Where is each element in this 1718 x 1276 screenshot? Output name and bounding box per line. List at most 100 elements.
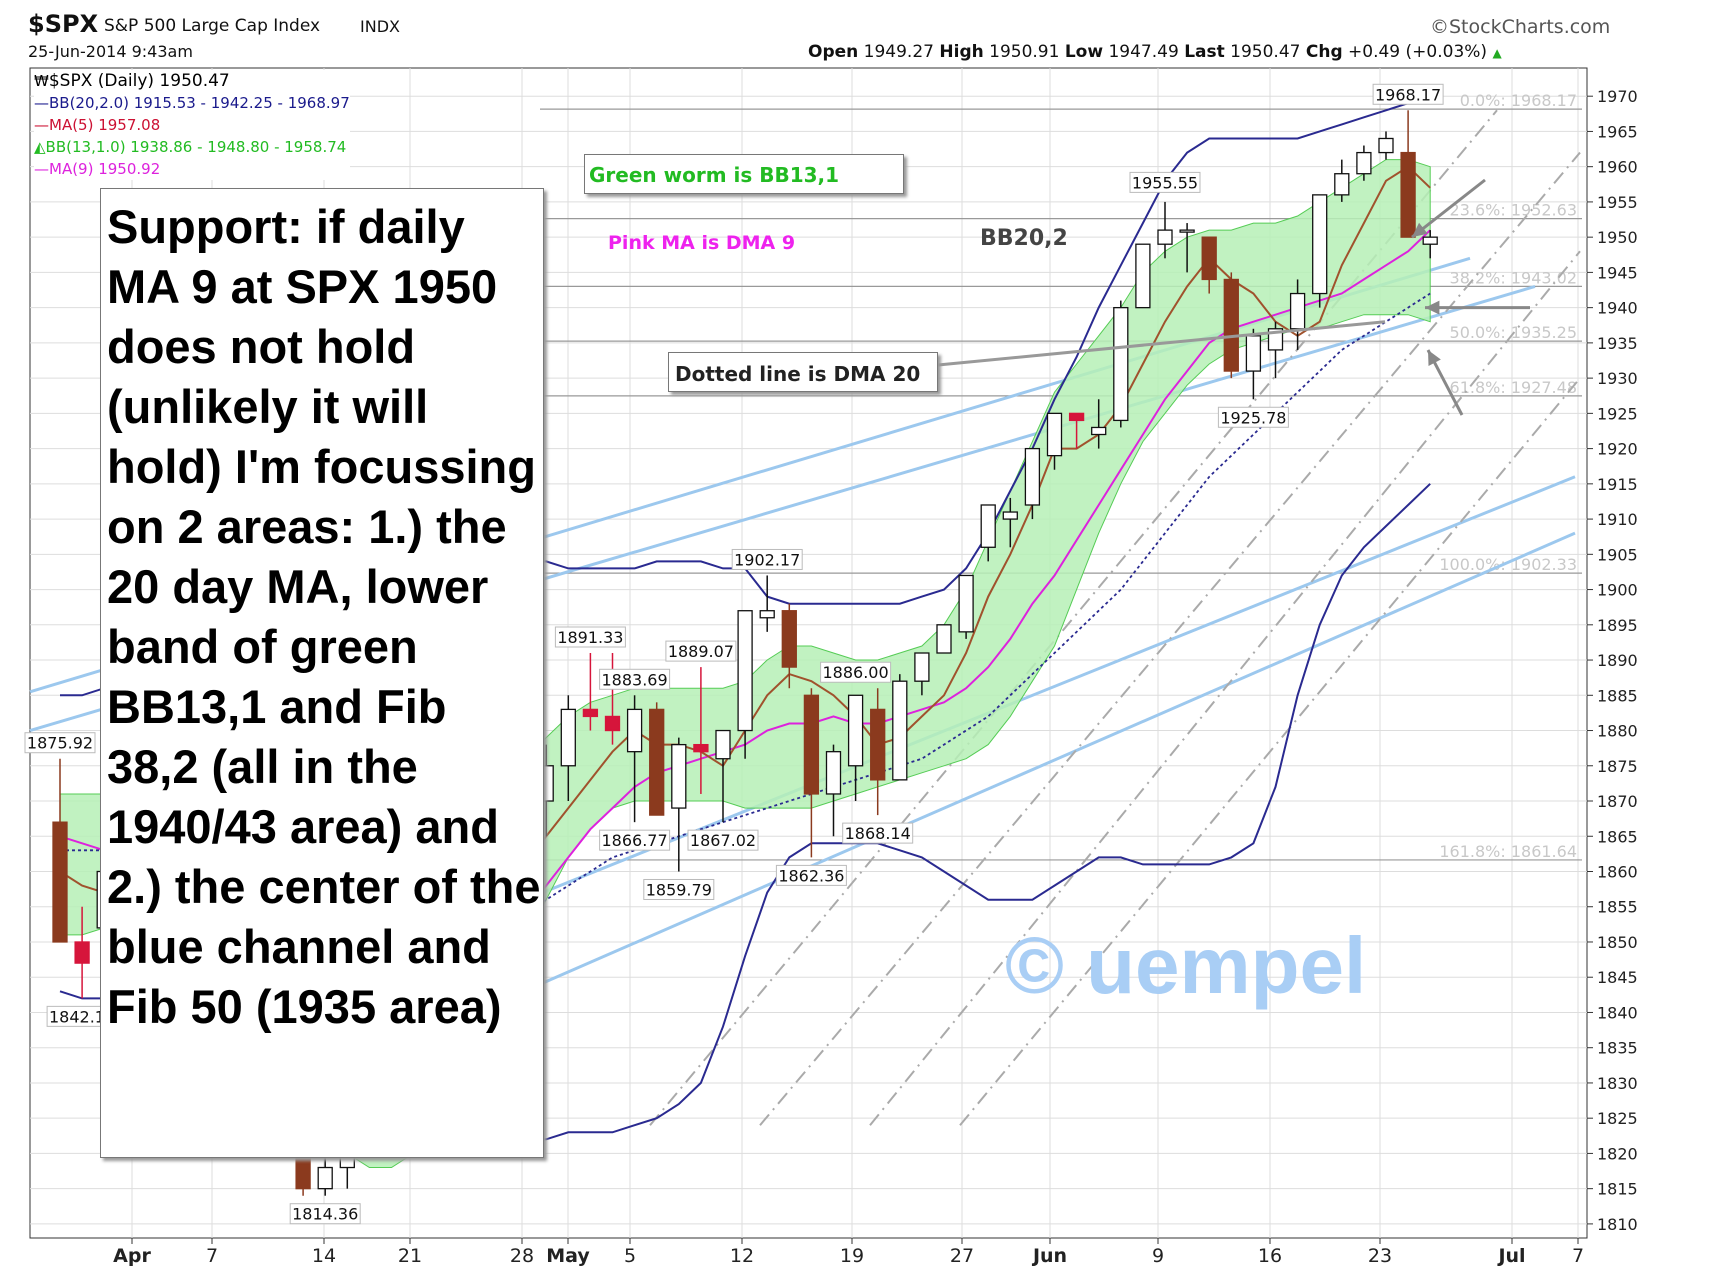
fan-line	[759, 151, 1581, 1126]
y-tick-label: 1830	[1597, 1074, 1638, 1093]
low-value: 1947.49	[1108, 42, 1179, 62]
candle-body	[1157, 229, 1173, 245]
price-label-box	[643, 878, 715, 900]
x-tick-label: 27	[950, 1245, 974, 1267]
y-tick-label: 1920	[1597, 440, 1638, 459]
y-tick-label: 1840	[1597, 1003, 1638, 1022]
price-label-box	[775, 864, 847, 886]
x-tick-label: Apr	[113, 1245, 151, 1267]
pink-ma-note: Pink MA is DMA 9	[608, 232, 796, 254]
candle-body	[1289, 292, 1306, 330]
x-tick-label: 5	[624, 1245, 636, 1267]
area-icon: ◭	[34, 138, 46, 156]
candle-body	[671, 743, 687, 809]
price-label-box	[554, 626, 626, 648]
candle-body	[1113, 306, 1129, 422]
y-tick-label: 1960	[1597, 158, 1638, 177]
line-icon: —	[34, 94, 49, 112]
candle-body	[1356, 151, 1372, 175]
high-label: High	[939, 42, 984, 62]
high-value: 1950.91	[989, 42, 1060, 62]
x-tick-label: 7	[1572, 1245, 1584, 1267]
candle-body	[317, 1166, 333, 1190]
x-tick-label: 28	[510, 1245, 534, 1267]
price-label: 1868.14	[845, 824, 911, 843]
x-tick-label: Jun	[1031, 1245, 1067, 1267]
y-tick-label: 1895	[1597, 616, 1638, 635]
candle-body	[604, 715, 621, 732]
y-tick-label: 1910	[1597, 510, 1638, 529]
legend-item-bb20: —BB(20,2.0) 1915.53 - 1942.25 - 1968.97	[34, 92, 350, 114]
price-label: 1883.69	[602, 670, 668, 689]
annotation-arrows	[937, 178, 1530, 416]
fan-line	[869, 250, 1581, 1126]
candle-body	[1312, 194, 1328, 295]
candle-icon: ₩	[34, 72, 49, 90]
y-tick-label: 1970	[1597, 87, 1638, 106]
chg-label: Chg	[1305, 42, 1343, 62]
price-label-box	[842, 822, 914, 844]
x-tick-label: 9	[1152, 1245, 1164, 1267]
price-label-box	[1217, 406, 1289, 428]
candle-body	[1046, 412, 1063, 457]
x-tick-label: May	[546, 1245, 590, 1267]
y-tick-label: 1890	[1597, 651, 1638, 670]
legend-text: MA(9) 1950.92	[49, 160, 161, 178]
price-label-box	[731, 548, 803, 570]
y-tick-label: 1860	[1597, 862, 1638, 881]
legend-text: BB(13,1.0) 1938.86 - 1948.80 - 1958.74	[45, 138, 347, 156]
price-label-box	[289, 1203, 361, 1225]
candle-body	[1400, 151, 1416, 238]
fib-label: 61.8%: 1927.48	[1450, 378, 1577, 397]
price-label: 1842.11	[49, 1007, 115, 1026]
candle-body	[980, 504, 996, 548]
price-label: 1902.17	[734, 550, 800, 569]
y-tick-label: 1935	[1597, 334, 1638, 353]
price-label: 1891.33	[557, 628, 623, 647]
candle-body	[1024, 447, 1041, 506]
legend-item-ma9: —MA(9) 1950.92	[34, 158, 350, 180]
candle-body	[74, 941, 90, 964]
green-worm-note: Green worm is BB13,1	[584, 154, 904, 194]
price-label: 1886.00	[823, 663, 889, 682]
candle-body	[1091, 426, 1107, 436]
price-label-box	[1129, 171, 1201, 193]
candle-body	[892, 680, 908, 781]
fan-line	[959, 377, 1581, 1126]
last-value: 1950.47	[1230, 42, 1301, 62]
open-value: 1949.27	[863, 42, 934, 62]
candle-body	[1334, 173, 1350, 196]
price-label-box	[687, 829, 759, 851]
y-tick-label: 1845	[1597, 968, 1638, 987]
y-tick-label: 1855	[1597, 898, 1638, 917]
fib-label: 23.6%: 1952.63	[1450, 201, 1577, 220]
candle-body	[1201, 236, 1217, 281]
x-tick-label: 19	[840, 1245, 864, 1267]
y-tick-label: 1880	[1597, 722, 1638, 741]
y-tick-label: 1945	[1597, 263, 1638, 282]
candle-body	[715, 729, 731, 760]
price-label-box	[820, 661, 892, 683]
price-label: 1955.55	[1132, 173, 1198, 192]
chart-datetime: 25-Jun-2014 9:43am	[28, 42, 193, 61]
legend-item-bb13: ◭BB(13,1.0) 1938.86 - 1948.80 - 1958.74	[34, 136, 350, 158]
legend-text: BB(20,2.0) 1915.53 - 1942.25 - 1968.97	[49, 94, 350, 112]
y-tick-label: 1835	[1597, 1039, 1638, 1058]
candle-body	[52, 821, 68, 943]
y-tick-label: 1965	[1597, 122, 1638, 141]
candle-body	[560, 708, 576, 767]
y-tick-label: 1940	[1597, 299, 1638, 318]
bb20-note: BB20,2	[980, 226, 1068, 251]
y-tick-label: 1875	[1597, 757, 1638, 776]
candle-body	[936, 624, 952, 654]
fib-label: 161.8%: 1861.64	[1439, 842, 1577, 861]
price-label: 1875.92	[27, 734, 93, 753]
candle-body	[803, 694, 820, 795]
price-label-box	[1372, 83, 1444, 105]
candle-body	[1068, 412, 1085, 422]
price-label-box	[599, 668, 671, 690]
candle-body	[1002, 511, 1018, 520]
x-tick-label: 16	[1258, 1245, 1282, 1267]
legend-text: MA(5) 1957.08	[49, 116, 161, 134]
last-label: Last	[1184, 42, 1225, 62]
